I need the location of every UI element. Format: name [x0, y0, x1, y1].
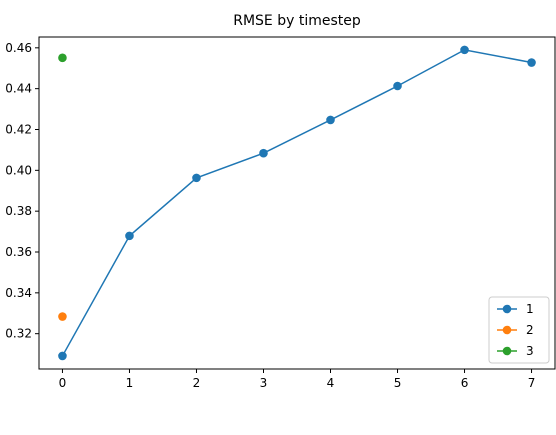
y-tick-label: 0.46	[5, 41, 32, 55]
y-tick-label: 0.38	[5, 204, 32, 218]
series-2-point	[58, 312, 67, 321]
series-1-point	[192, 174, 201, 183]
series-layer	[58, 46, 536, 361]
x-tick-label: 4	[327, 376, 335, 390]
series-1-point	[527, 58, 536, 67]
series-1-point	[125, 232, 134, 241]
x-tick-label: 6	[461, 376, 469, 390]
x-tick-label: 0	[59, 376, 67, 390]
series-1-point	[259, 149, 268, 158]
plot-area-frame	[39, 37, 555, 369]
series-1	[58, 46, 536, 361]
x-tick-label: 1	[126, 376, 134, 390]
x-axis-ticks: 0 1 2 3 4 5 6 7	[59, 369, 536, 390]
series-1-point	[326, 116, 335, 125]
legend-marker-swatch	[503, 347, 512, 356]
x-tick-label: 7	[528, 376, 536, 390]
legend-marker-swatch	[503, 326, 512, 335]
series-2	[58, 312, 67, 321]
chart-title: RMSE by timestep	[233, 13, 361, 29]
legend-label: 2	[526, 323, 534, 337]
legend-label: 1	[526, 302, 534, 316]
x-tick-label: 5	[394, 376, 402, 390]
y-tick-label: 0.42	[5, 122, 32, 136]
x-tick-label: 2	[193, 376, 201, 390]
x-tick-label: 3	[260, 376, 268, 390]
y-axis-ticks: 0.32 0.34 0.36 0.38 0.40 0.42 0.44 0.46	[5, 41, 39, 341]
y-tick-label: 0.36	[5, 245, 32, 259]
legend: 1 2 3	[489, 297, 549, 363]
y-tick-label: 0.32	[5, 327, 32, 341]
series-1-line	[62, 50, 531, 356]
series-1-point	[393, 82, 402, 91]
legend-label: 3	[526, 344, 534, 358]
series-3-point	[58, 54, 67, 63]
y-tick-label: 0.44	[5, 82, 32, 96]
y-tick-label: 0.40	[5, 163, 32, 177]
legend-marker-swatch	[503, 305, 512, 314]
series-3	[58, 54, 67, 63]
y-tick-label: 0.34	[5, 286, 32, 300]
series-1-point	[460, 46, 469, 55]
series-1-point	[58, 352, 67, 361]
